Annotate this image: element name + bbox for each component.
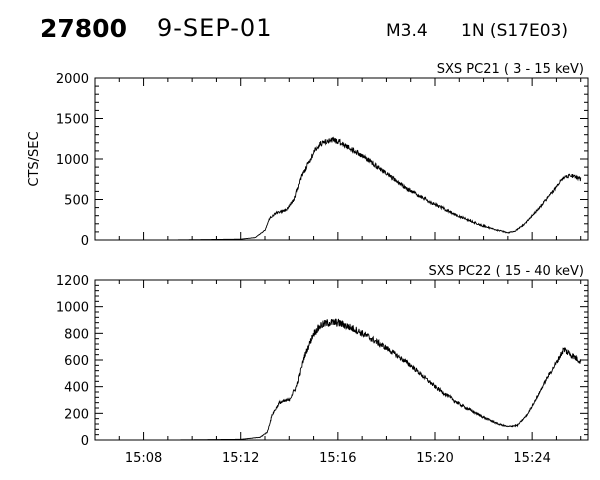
y-tick-label: 800 bbox=[64, 327, 89, 342]
event-date: 9-SEP-01 bbox=[157, 14, 273, 42]
y-tick-label: 400 bbox=[64, 381, 89, 396]
y-tick-label: 0 bbox=[81, 234, 89, 249]
plot-frame-1 bbox=[94, 77, 589, 241]
y-tick-label: 0 bbox=[81, 434, 89, 449]
x-tick-label: 15:24 bbox=[513, 451, 550, 466]
x-tick-label: 15:12 bbox=[222, 451, 259, 466]
panel-title-1: SXS PC21 ( 3 - 15 keV) bbox=[437, 62, 584, 77]
x-tick-label: 15:08 bbox=[125, 451, 162, 466]
event-id: 27800 bbox=[40, 14, 127, 43]
y-tick-label: 200 bbox=[64, 407, 89, 422]
y-tick-label: 2000 bbox=[56, 72, 89, 87]
flare-class: M3.4 bbox=[386, 21, 428, 41]
x-tick-label: 15:16 bbox=[319, 451, 356, 466]
flare-location: 1N (S17E03) bbox=[461, 21, 568, 41]
plot-frame-2 bbox=[94, 279, 589, 441]
panel-title-2: SXS PC22 ( 15 - 40 keV) bbox=[428, 264, 584, 279]
series-line-2 bbox=[95, 318, 582, 441]
y-axis-label: CTS/SEC bbox=[27, 131, 42, 186]
y-tick-label: 1000 bbox=[56, 301, 89, 316]
y-tick-label: 600 bbox=[64, 354, 89, 369]
x-tick-label: 15:20 bbox=[416, 451, 453, 466]
y-tick-label: 1500 bbox=[56, 113, 89, 128]
y-tick-label: 1200 bbox=[56, 274, 89, 289]
y-tick-label: 500 bbox=[64, 194, 89, 209]
series-line-1 bbox=[95, 136, 582, 241]
y-tick-label: 1000 bbox=[56, 153, 89, 168]
